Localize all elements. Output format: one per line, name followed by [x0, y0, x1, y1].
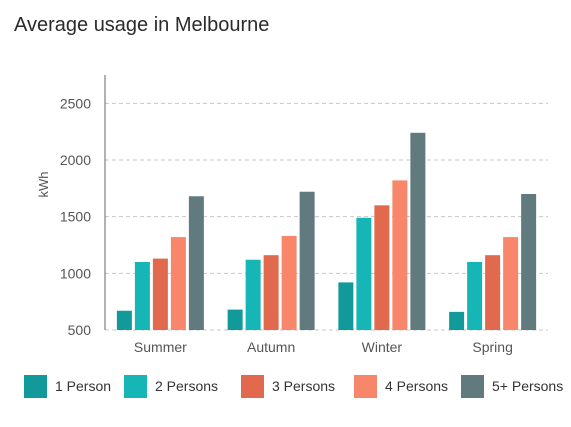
y-tick-label: 1500: [60, 209, 91, 225]
bar: [188, 196, 204, 330]
bar: [449, 311, 465, 330]
legend-swatch: [354, 374, 377, 398]
bar: [245, 259, 261, 330]
legend-label: 1 Person: [55, 378, 112, 394]
x-tick-label: Winter: [362, 339, 403, 355]
legend-swatch: [461, 374, 484, 398]
legend-label: 3 Persons: [272, 378, 336, 394]
bar: [410, 132, 426, 330]
legend-item[interactable]: 4 Persons: [354, 374, 448, 398]
legend-item[interactable]: 1 Person: [24, 374, 111, 398]
bar: [338, 282, 354, 330]
bar: [116, 310, 132, 330]
legend-swatch: [124, 374, 147, 398]
y-tick-label: 1000: [60, 265, 91, 281]
bar: [170, 237, 186, 330]
x-tick-label: Autumn: [247, 339, 295, 355]
bar: [521, 194, 537, 330]
bar: [263, 255, 279, 330]
bar: [227, 309, 243, 330]
bar: [356, 217, 372, 330]
bar: [134, 262, 150, 330]
chart-legend: 1 Person 2 Persons 3 Persons 4 Persons 5+ Pe…: [24, 374, 569, 400]
bar: [152, 258, 168, 330]
legend-label: 2 Persons: [155, 378, 219, 394]
bar: [467, 262, 483, 330]
bar: [503, 237, 519, 330]
bar: [392, 180, 408, 330]
legend-item[interactable]: 2 Persons: [124, 374, 218, 398]
legend-item[interactable]: 3 Persons: [241, 374, 335, 398]
y-axis-label: kWh: [36, 172, 51, 198]
legend-swatch: [24, 374, 47, 398]
legend-label: 5+ Persons: [492, 378, 564, 394]
bar: [485, 255, 501, 330]
y-tick-label: 2000: [60, 152, 91, 168]
legend-item[interactable]: 5+ Persons: [461, 374, 563, 398]
x-tick-label: Spring: [472, 339, 512, 355]
y-tick-label: 2500: [60, 95, 91, 111]
legend-swatch: [241, 374, 264, 398]
bar: [374, 205, 390, 330]
chart-title: Average usage in Melbourne: [14, 14, 270, 36]
bar: [299, 191, 315, 330]
bar: [281, 235, 297, 330]
x-tick-label: Summer: [134, 339, 187, 355]
legend-label: 4 Persons: [385, 378, 449, 394]
y-tick-label: 500: [68, 322, 92, 338]
